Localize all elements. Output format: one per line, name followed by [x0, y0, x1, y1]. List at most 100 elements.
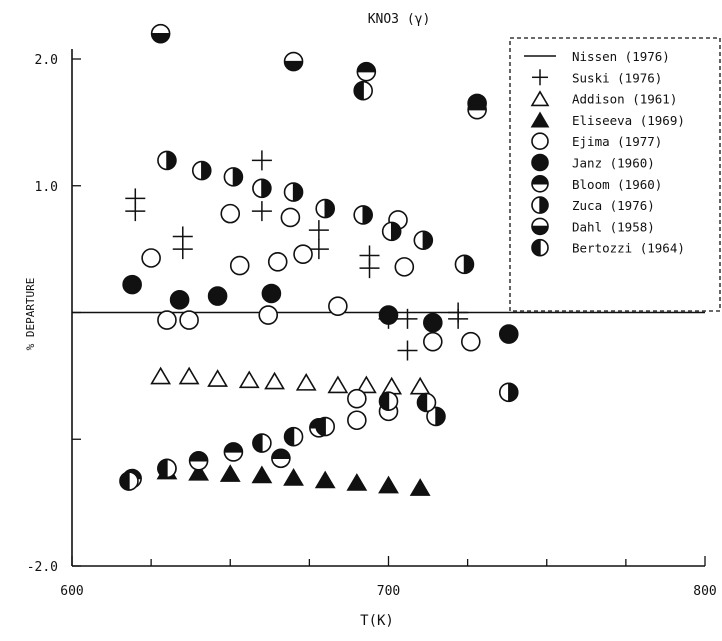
marker-triangle	[355, 375, 377, 394]
legend-item: Eliseeva (1969)	[530, 111, 685, 128]
legend-marker	[531, 132, 549, 150]
data-point	[328, 296, 348, 316]
y-tick-label: 1.0	[35, 180, 58, 195]
marker-circle	[531, 153, 549, 172]
legend-label: Janz (1960)	[572, 156, 655, 171]
data-point	[381, 376, 403, 395]
data-point	[188, 462, 209, 481]
data-point	[251, 150, 272, 171]
marker-half-fill	[284, 427, 294, 446]
legend-item: Suski (1976)	[532, 69, 662, 86]
marker-triangle	[188, 462, 209, 481]
marker-circle	[423, 331, 443, 352]
data-point	[378, 305, 399, 325]
marker-circle	[498, 324, 519, 344]
marker-half-fill	[157, 459, 167, 478]
data-point	[460, 331, 481, 352]
data-point	[119, 471, 139, 491]
series-suski-1976	[125, 150, 469, 361]
marker-half-fill	[464, 255, 474, 274]
series-eliseeva-1969	[156, 461, 431, 496]
marker-triangle	[178, 366, 200, 385]
x-tick-label: 600	[60, 584, 83, 599]
data-point	[157, 458, 177, 479]
marker-half-fill	[532, 239, 540, 256]
x-tick-label: 800	[693, 584, 716, 599]
legend-marker	[530, 90, 550, 107]
legend-item: Dahl (1958)	[531, 217, 655, 236]
marker-half-fill	[325, 199, 335, 218]
marker-circle	[394, 257, 415, 277]
data-point	[150, 366, 172, 385]
marker-circle	[207, 286, 228, 306]
data-point	[157, 150, 177, 171]
legend-label: Zuca (1976)	[572, 198, 655, 213]
marker-half-fill	[201, 161, 211, 180]
data-point	[347, 410, 367, 431]
legend-item: Bertozzi (1964)	[531, 238, 685, 257]
y-tick-label: -2.0	[27, 560, 58, 575]
data-point	[378, 391, 399, 412]
legend-label: Addison (1961)	[572, 92, 677, 107]
legend-label: Bertozzi (1964)	[572, 241, 685, 256]
legend-label: Suski (1976)	[572, 70, 662, 85]
data-point	[397, 308, 418, 329]
data-point	[315, 416, 336, 437]
marker-circle	[267, 251, 288, 272]
marker-circle	[179, 310, 199, 330]
data-point	[356, 61, 377, 82]
marker-half-fill	[363, 205, 373, 224]
data-point	[353, 80, 373, 101]
data-point	[122, 274, 142, 295]
marker-circle	[293, 244, 313, 264]
legend-label: Eliseeva (1969)	[572, 113, 685, 128]
data-point	[397, 340, 418, 361]
marker-circle	[328, 296, 348, 316]
marker-half-fill	[379, 392, 389, 411]
data-point	[467, 99, 487, 120]
data-point	[267, 251, 288, 272]
marker-circle	[157, 310, 177, 330]
marker-half-fill	[233, 167, 243, 186]
marker-half-fill	[166, 151, 176, 170]
marker-half-fill	[271, 449, 290, 459]
marker-triangle	[238, 370, 260, 389]
legend-box	[509, 37, 721, 312]
marker-circle	[261, 283, 282, 304]
marker-triangle	[251, 465, 273, 484]
data-point	[141, 248, 161, 268]
data-point	[327, 375, 349, 394]
legend-label: Ejima (1977)	[572, 134, 662, 149]
data-point	[252, 178, 272, 199]
marker-half-fill	[293, 183, 303, 202]
marker-half-fill	[508, 383, 518, 402]
data-point	[178, 366, 200, 385]
data-point	[280, 207, 301, 228]
marker-half-fill	[423, 231, 433, 250]
legend-marker	[530, 111, 550, 128]
data-point	[219, 464, 241, 482]
marker-circle	[258, 305, 279, 325]
x-tick-label: 700	[377, 584, 400, 599]
data-point	[125, 201, 146, 222]
marker-half-fill	[284, 61, 303, 71]
marker-triangle	[381, 376, 403, 395]
legend-marker	[531, 217, 549, 236]
legend-item: Zuca (1976)	[531, 196, 655, 214]
marker-triangle	[530, 111, 550, 128]
legend-marker	[531, 196, 549, 214]
data-point	[223, 167, 244, 187]
marker-half-fill	[417, 393, 427, 412]
data-point	[150, 23, 171, 44]
marker-half-fill	[357, 62, 376, 72]
legend-item: Ejima (1977)	[531, 132, 662, 150]
legend-marker	[531, 153, 549, 172]
data-point	[409, 478, 431, 496]
data-point	[283, 468, 304, 486]
marker-half-fill	[224, 442, 243, 452]
data-point	[223, 442, 244, 462]
data-point	[353, 205, 373, 225]
axes: 600 700 800 -2.0 1.0 2.0	[27, 49, 717, 599]
data-point	[381, 221, 402, 242]
legend-item: Bloom (1960)	[531, 175, 662, 193]
